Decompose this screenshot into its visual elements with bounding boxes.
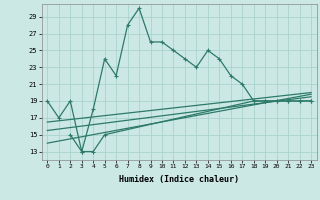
X-axis label: Humidex (Indice chaleur): Humidex (Indice chaleur): [119, 175, 239, 184]
